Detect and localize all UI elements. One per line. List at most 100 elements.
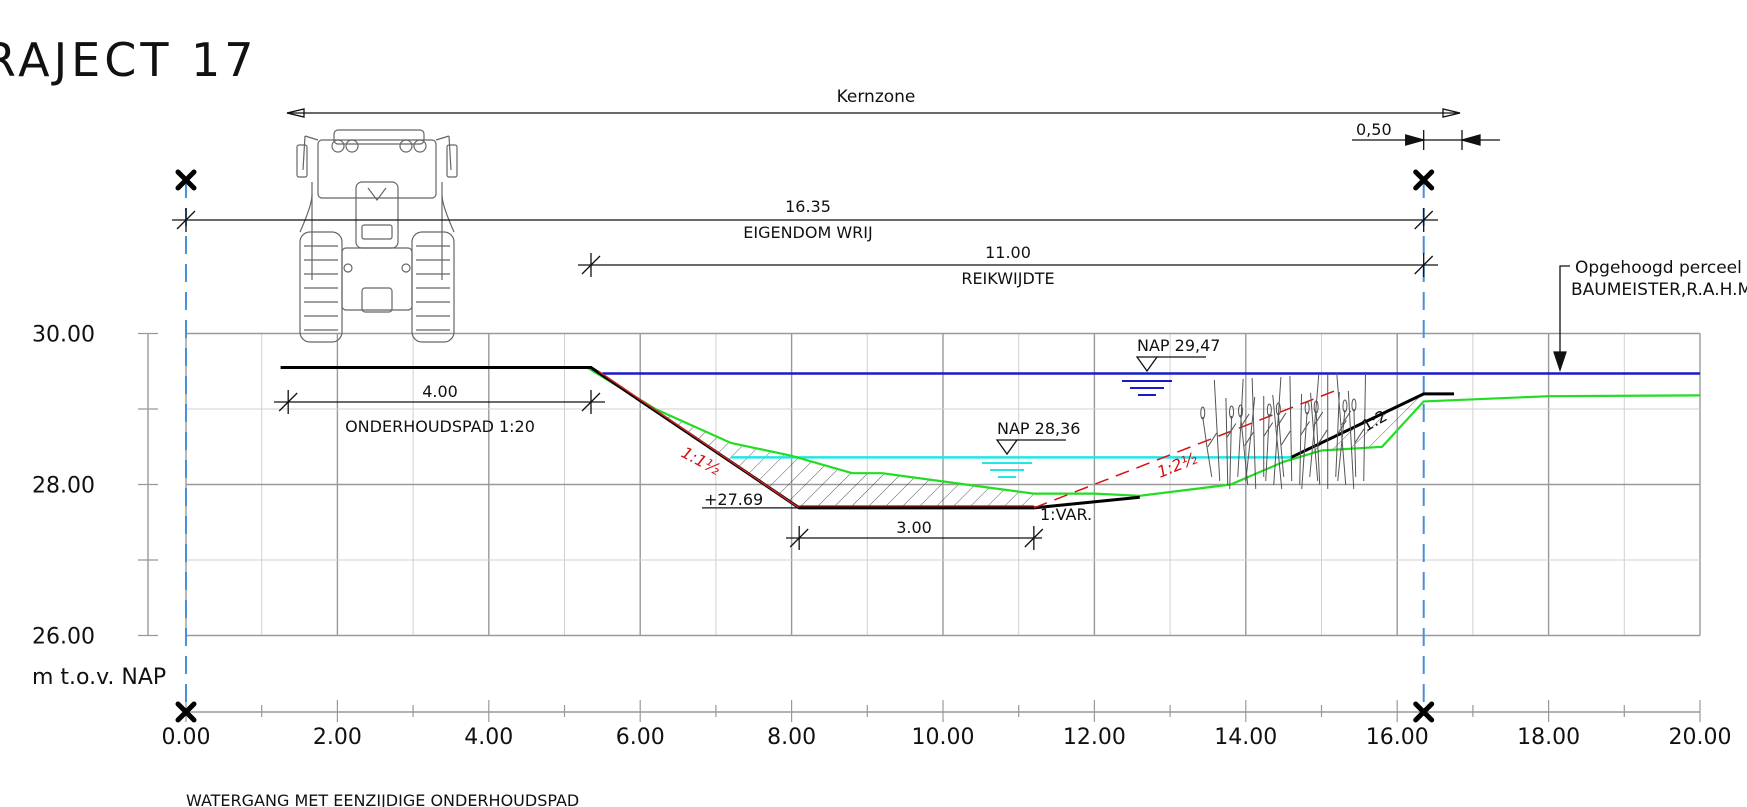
reed-head	[1304, 401, 1310, 415]
dimension-tick	[581, 390, 601, 414]
reed-stem	[1229, 415, 1233, 489]
drawing-title: RAJECT 17	[0, 33, 258, 87]
kernzone-arrow-right	[1442, 108, 1461, 118]
existing-profile	[382, 366, 1701, 497]
annotation-line2: BAUMEISTER,R.A.H.M.	[1571, 280, 1747, 300]
boundary-cross-icon	[1413, 169, 1435, 191]
boundary-cross-icon	[1413, 701, 1435, 723]
y-tick-label: 28.00	[32, 474, 95, 499]
annotation-line1: Opgehoogd perceel	[1575, 258, 1742, 278]
margin-arrow-right	[1459, 134, 1481, 146]
reed-stem	[1310, 392, 1319, 481]
dimension-tick	[1414, 253, 1434, 277]
reed-leaf	[1276, 412, 1287, 428]
reed-head	[1266, 403, 1272, 417]
reed-stem	[1240, 414, 1249, 486]
x-tick-label: 4.00	[464, 725, 513, 750]
reed-leaf	[1313, 411, 1324, 427]
bottom-level-label: +27.69	[704, 490, 763, 509]
boundary-cross-icon	[175, 701, 197, 723]
eigendom-label: EIGENDOM WRIJ	[743, 223, 872, 242]
reed-vegetation	[1200, 371, 1367, 489]
reed-stem	[1273, 376, 1282, 485]
drawing-caption: WATERGANG MET EENZIJDIGE ONDERHOUDSPAD	[186, 791, 579, 807]
hatch-left	[591, 367, 1034, 508]
reed-head	[1275, 402, 1281, 416]
bottom-width-label: 3.00	[896, 518, 932, 537]
reed-leaf	[1280, 430, 1291, 446]
design-slope-dashed	[1033, 389, 1337, 509]
reed-stem	[1265, 413, 1270, 481]
dimension-tick	[581, 253, 601, 277]
reed-stem	[1301, 411, 1308, 489]
reed-head	[1342, 399, 1348, 413]
dimension-tick	[1414, 208, 1434, 232]
grid	[138, 332, 1701, 722]
reed-stem	[1347, 390, 1355, 489]
dimension-tick	[789, 526, 809, 550]
pad-label: ONDERHOUDSPAD 1:20	[345, 417, 535, 436]
reed-leaf	[1354, 428, 1365, 444]
reed-stem	[1315, 410, 1321, 485]
y-tick-labels: 30.00 28.00 26.00	[32, 323, 95, 650]
reed-stem	[1251, 377, 1257, 489]
pad-value: 4.00	[422, 382, 458, 401]
dimension-tick	[176, 208, 196, 232]
margin-value: 0,50	[1356, 120, 1392, 139]
annotation-leader	[1553, 265, 1570, 373]
x-tick-label: 2.00	[313, 725, 362, 750]
x-tick-label: 12.00	[1063, 725, 1126, 750]
reed-leaf	[1336, 420, 1347, 435]
dimension-tick	[278, 390, 298, 414]
reed-stem	[1337, 409, 1346, 482]
bank-profile	[1290, 392, 1454, 459]
slope-right-label: 1:2½	[1154, 448, 1200, 481]
reikwijdte-label: REIKWIJDTE	[961, 269, 1054, 288]
y-tick-label: 30.00	[32, 323, 95, 348]
x-tick-label: 18.00	[1517, 725, 1580, 750]
reed-stem	[1336, 372, 1347, 485]
reed-leaf	[1244, 431, 1254, 447]
x-tick-label: 0.00	[162, 725, 211, 750]
kernzone-arrow-left	[286, 108, 305, 118]
x-tick-labels: 0.00 2.00 4.00 6.00 8.00 10.00 12.00 14.00 16.00…	[162, 725, 1732, 750]
reed-stem	[1309, 374, 1320, 477]
left-slope-design	[598, 370, 800, 509]
reed-stem	[1202, 416, 1213, 478]
dimension-tick	[1024, 526, 1044, 550]
kernzone-label: Kernzone	[837, 87, 916, 107]
y-tick-label: 26.00	[32, 625, 95, 650]
reed-stem	[1353, 408, 1357, 477]
reed-stem	[1213, 379, 1221, 481]
reed-stem	[1277, 412, 1285, 477]
eigendom-value: 16.35	[785, 197, 831, 216]
reed-head	[1313, 400, 1319, 414]
reed-head	[1200, 406, 1206, 420]
x-tick-label: 20.00	[1669, 725, 1732, 750]
reed-stem	[1225, 397, 1229, 485]
boundary-cross-icon	[175, 169, 197, 191]
high-water-label: NAP 29,47	[1137, 336, 1220, 355]
reed-stem	[1272, 394, 1283, 489]
margin-arrow-left	[1405, 134, 1427, 146]
x-tick-label: 16.00	[1366, 725, 1429, 750]
low-water-label: NAP 28,36	[997, 419, 1080, 438]
dimension-lines	[172, 108, 1500, 550]
x-tick-label: 6.00	[616, 725, 665, 750]
reed-head	[1351, 398, 1357, 412]
y-unit-label: m t.o.v. NAP	[32, 665, 166, 690]
reed-stem	[1299, 393, 1303, 485]
water-level-symbols	[982, 356, 1206, 478]
reed-head	[1238, 404, 1244, 418]
reed-leaf	[1300, 421, 1310, 436]
x-tick-label: 14.00	[1214, 725, 1277, 750]
x-tick-label: 8.00	[767, 725, 816, 750]
tractor-icon	[296, 129, 458, 343]
reed-leaf	[1207, 432, 1218, 448]
slope-var-label: 1:VAR.	[1040, 505, 1092, 524]
x-tick-label: 10.00	[912, 725, 975, 750]
reed-stem	[1363, 371, 1367, 481]
reed-stem	[1289, 375, 1293, 481]
reed-leaf	[1317, 429, 1328, 445]
